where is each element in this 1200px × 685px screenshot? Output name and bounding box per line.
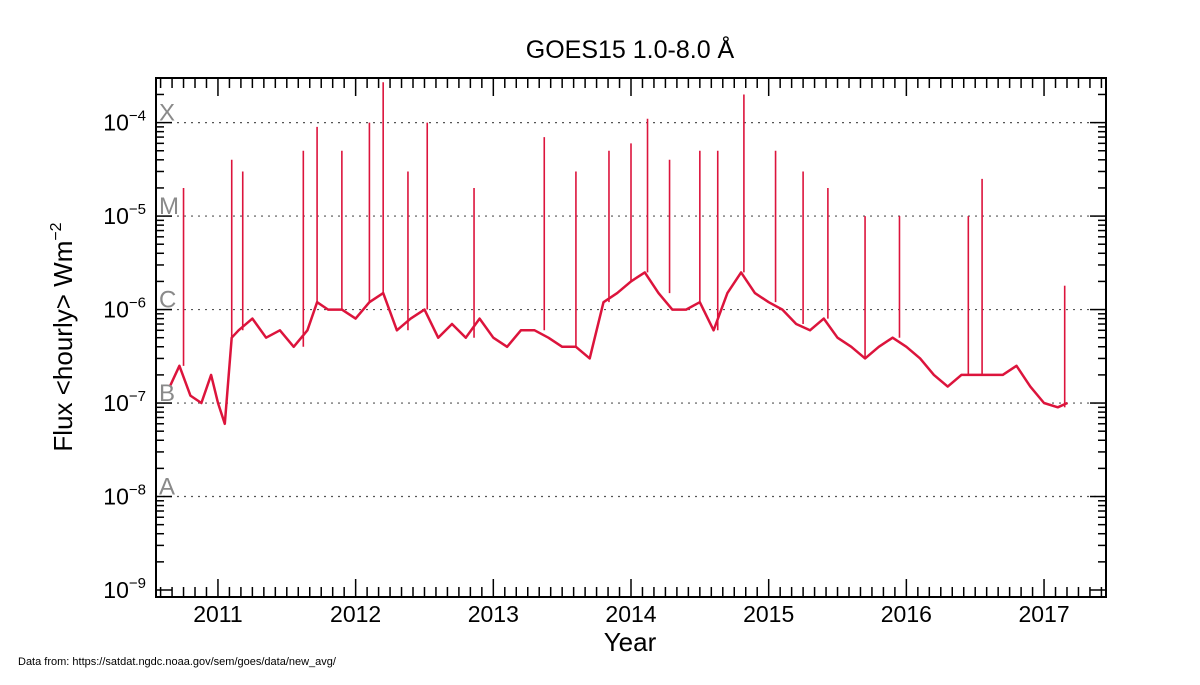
class-label-a: A xyxy=(159,474,175,501)
x-tick-label: 2011 xyxy=(193,601,242,627)
x-axis-title: Year xyxy=(604,627,657,657)
x-tick-label: 2015 xyxy=(743,601,794,627)
y-axis-title: Flux <hourly> Wm−2 xyxy=(48,222,78,451)
flare-class-labels: X M C B A xyxy=(159,100,179,501)
y-tick-labels: 10−9 10−8 10−7 10−6 10−5 10−4 xyxy=(103,108,146,603)
x-tick-label: 2013 xyxy=(468,601,519,627)
y-tick-label: 10−4 xyxy=(103,108,146,136)
y-tick-label: 10−5 xyxy=(103,201,146,229)
x-tick-label: 2017 xyxy=(1018,601,1069,627)
data-source-note: Data from: https://satdat.ngdc.noaa.gov/… xyxy=(18,656,336,668)
x-tick-label: 2016 xyxy=(881,601,932,627)
series-layer xyxy=(168,82,1068,426)
y-axis-title-main: Flux <hourly> Wm xyxy=(48,241,78,452)
chart-title: GOES15 1.0-8.0 Å xyxy=(526,34,735,64)
class-gridlines xyxy=(156,122,1106,498)
y-tick-label: 10−8 xyxy=(103,482,146,510)
x-tick-label: 2014 xyxy=(605,601,656,627)
y-tick-label: 10−7 xyxy=(103,388,146,416)
x-tick-label: 2012 xyxy=(330,601,381,627)
x-tick-labels: 2011 2012 2013 2014 2015 2016 2017 xyxy=(193,601,1069,627)
class-label-x: X xyxy=(159,100,175,127)
y-tick-label: 10−9 xyxy=(103,575,146,603)
class-label-c: C xyxy=(159,287,176,314)
y-tick-label: 10−6 xyxy=(103,295,146,323)
flux-series-line xyxy=(168,271,1068,426)
class-label-m: M xyxy=(159,193,179,220)
y-axis-title-exp: −2 xyxy=(48,222,65,240)
axis-ticks xyxy=(156,78,1106,597)
class-label-b: B xyxy=(159,380,175,407)
